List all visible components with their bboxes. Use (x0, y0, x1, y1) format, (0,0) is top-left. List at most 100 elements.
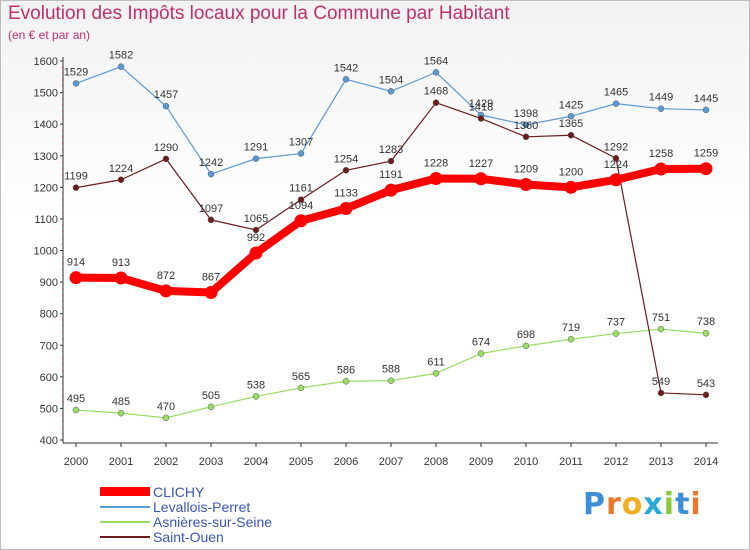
data-label: 1529 (64, 66, 88, 78)
data-label: 549 (652, 376, 670, 388)
data-label: 1283 (379, 144, 403, 156)
data-label: 1228 (424, 157, 448, 169)
data-label: 1242 (199, 157, 223, 169)
x-tick-label: 2014 (694, 456, 718, 468)
legend-item: CLICHY (100, 484, 272, 500)
chart-title: Evolution des Impôts locaux pour la Comm… (8, 3, 510, 24)
x-tick-label: 2007 (379, 456, 403, 468)
data-point (342, 76, 350, 83)
data-point (207, 403, 215, 411)
data-point (654, 162, 668, 176)
data-label: 674 (472, 336, 490, 348)
data-label: 867 (202, 272, 220, 284)
logo-letter: i (663, 487, 676, 522)
data-label: 1457 (154, 89, 178, 101)
data-point (657, 105, 665, 112)
y-tick-label: 400 (40, 435, 58, 447)
data-point (297, 150, 305, 157)
data-point (432, 99, 440, 106)
data-label: 1564 (424, 55, 448, 67)
data-label: 485 (112, 396, 130, 408)
data-point (207, 170, 215, 178)
data-label: 1191 (379, 169, 403, 181)
data-label: 505 (202, 390, 220, 402)
data-point (657, 389, 665, 397)
data-point (522, 121, 530, 129)
data-point (564, 180, 578, 194)
logo-letter: i (690, 487, 702, 522)
data-label: 1468 (424, 86, 448, 98)
data-point (429, 171, 443, 185)
data-label: 1094 (289, 200, 313, 212)
data-point (609, 173, 623, 187)
data-label: 737 (607, 317, 625, 329)
data-label: 1445 (694, 93, 718, 105)
y-tick-label: 700 (40, 340, 58, 352)
data-point (657, 325, 665, 333)
data-point (432, 69, 440, 76)
data-point (297, 196, 305, 203)
data-label: 495 (67, 393, 85, 405)
data-point (342, 378, 350, 385)
data-point (477, 350, 485, 357)
legend: CLICHY Levallois-Perret Asnières-sur-Seine… (100, 484, 272, 545)
data-label: 872 (157, 270, 175, 282)
data-label: 914 (67, 257, 85, 269)
y-tick-label: 1100 (34, 214, 58, 226)
axes: 400 500 600 700 800 900 1000 1100 1200 1300 1400 15… (34, 56, 719, 468)
data-point (297, 384, 305, 392)
data-point (114, 271, 128, 285)
logo-letter: P (583, 487, 606, 522)
data-label: 1065 (244, 213, 268, 225)
data-point (252, 226, 260, 234)
legend-label: Saint-Ouen (153, 528, 224, 545)
data-point (702, 329, 710, 337)
data-point (567, 113, 575, 120)
data-point (117, 409, 125, 417)
data-point (522, 133, 530, 141)
x-tick-label: 2000 (64, 456, 88, 468)
x-tick-label: 2009 (469, 456, 493, 468)
x-tick-label: 2002 (154, 456, 178, 468)
x-tick-label: 2008 (424, 456, 448, 468)
data-point (162, 155, 170, 163)
data-label: 588 (382, 364, 400, 376)
data-label: 1200 (559, 166, 583, 178)
data-label: 1224 (109, 163, 133, 175)
data-label: 538 (247, 379, 265, 391)
data-label: 1429 (469, 98, 493, 110)
series-2 (72, 325, 710, 422)
series-0 (69, 162, 713, 300)
data-point (294, 214, 308, 228)
y-tick-label: 1000 (34, 246, 58, 258)
legend-swatch (100, 487, 150, 496)
data-point (387, 377, 395, 384)
y-tick-label: 600 (40, 372, 58, 384)
data-point (699, 162, 713, 176)
legend-swatch (100, 535, 150, 538)
data-point (339, 201, 353, 215)
data-point (72, 184, 80, 191)
data-label: 565 (292, 371, 310, 383)
y-tick-label: 1300 (34, 151, 58, 163)
data-point (162, 414, 170, 422)
data-point (159, 284, 173, 298)
data-label: 1292 (604, 141, 628, 153)
data-point (69, 271, 83, 285)
legend-item: Levallois-Perret (100, 499, 272, 515)
legend-swatch (100, 520, 150, 523)
series-3 (72, 99, 710, 399)
proxiti-logo: Proxiti (583, 487, 702, 522)
y-tick-label: 900 (40, 277, 58, 289)
data-label: 1161 (289, 183, 313, 195)
data-point (702, 106, 710, 114)
data-point (117, 176, 125, 184)
data-point (477, 115, 485, 122)
x-tick-label: 2011 (559, 456, 583, 468)
data-label: 719 (562, 322, 580, 334)
data-label: 738 (697, 316, 715, 328)
data-label: 1425 (559, 99, 583, 111)
series-1 (72, 63, 710, 178)
x-tick-label: 2010 (514, 456, 538, 468)
data-label: 1199 (64, 171, 88, 183)
